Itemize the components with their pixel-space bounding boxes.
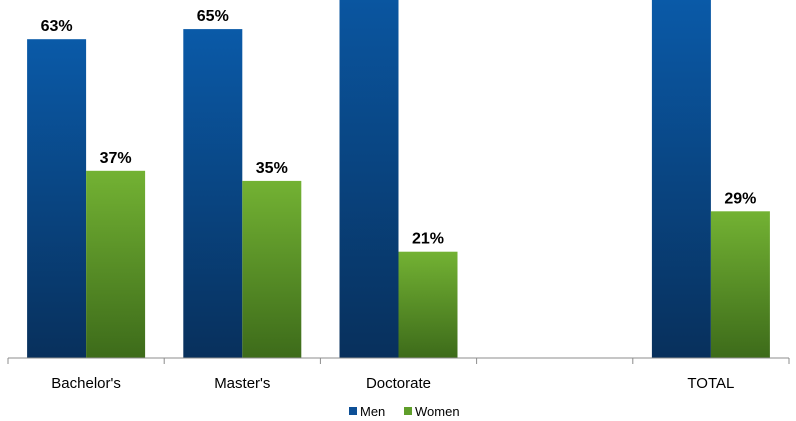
legend-label-women: Women xyxy=(415,404,460,419)
data-label-men-0: 63% xyxy=(41,18,73,35)
x-tick-label-2: Doctorate xyxy=(366,375,431,392)
data-label-women-0: 37% xyxy=(100,150,132,167)
x-tick-label-0: Bachelor's xyxy=(51,375,121,392)
data-label-women-2: 21% xyxy=(412,231,444,248)
bar-women-4 xyxy=(710,211,770,358)
bar-men-1 xyxy=(183,29,243,358)
legend-swatch-men xyxy=(349,407,357,415)
bar-men-4 xyxy=(651,0,711,358)
bar-women-1 xyxy=(242,180,302,358)
x-tick-label-4: TOTAL xyxy=(687,375,734,392)
plot-area: 63%37%65%35%79%21%71%29% xyxy=(27,0,770,359)
bar-women-0 xyxy=(86,170,146,358)
x-axis: Bachelor's Master's Doctorate TOTAL xyxy=(7,357,790,392)
bar-men-0 xyxy=(27,39,87,358)
data-label-men-1: 65% xyxy=(197,8,229,25)
bar-men-2 xyxy=(339,0,399,359)
legend: Men Women xyxy=(349,404,460,419)
bar-women-2 xyxy=(398,251,458,358)
data-label-women-1: 35% xyxy=(256,160,288,177)
x-tick-label-1: Master's xyxy=(214,375,270,392)
legend-label-men: Men xyxy=(360,404,385,419)
data-label-women-4: 29% xyxy=(724,190,756,207)
legend-swatch-women xyxy=(404,407,412,415)
